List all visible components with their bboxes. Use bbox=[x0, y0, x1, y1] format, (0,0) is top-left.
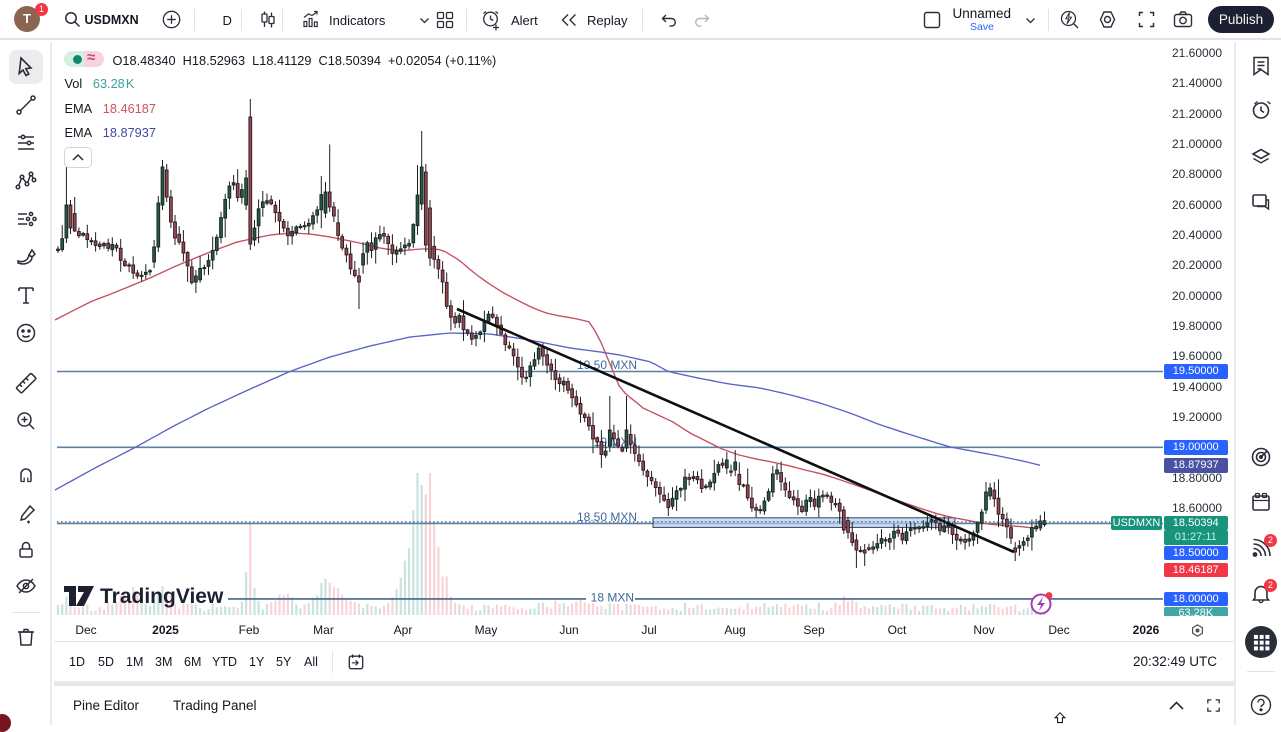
svg-text:18 MXN: 18 MXN bbox=[591, 591, 634, 605]
svg-text:TradingView: TradingView bbox=[100, 585, 224, 608]
svg-text:18.50 MXN: 18.50 MXN bbox=[577, 510, 637, 524]
